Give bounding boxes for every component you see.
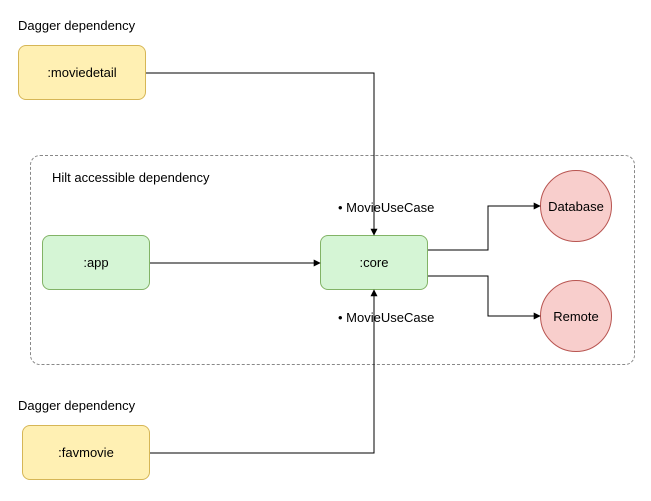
favmovie-label: :favmovie <box>58 445 114 460</box>
moviedetail-node: :moviedetail <box>18 45 146 100</box>
usecase-bottom-label: • MovieUseCase <box>338 310 434 325</box>
hilt-group-title: Hilt accessible dependency <box>52 170 210 185</box>
database-label: Database <box>548 199 604 214</box>
usecase-top-label: • MovieUseCase <box>338 200 434 215</box>
dagger-bottom-label: Dagger dependency <box>18 398 135 413</box>
core-label: :core <box>360 255 389 270</box>
app-node: :app <box>42 235 150 290</box>
core-node: :core <box>320 235 428 290</box>
favmovie-node: :favmovie <box>22 425 150 480</box>
dagger-top-label: Dagger dependency <box>18 18 135 33</box>
moviedetail-label: :moviedetail <box>47 65 116 80</box>
app-label: :app <box>83 255 108 270</box>
remote-label: Remote <box>553 309 599 324</box>
remote-node: Remote <box>540 280 612 352</box>
database-node: Database <box>540 170 612 242</box>
